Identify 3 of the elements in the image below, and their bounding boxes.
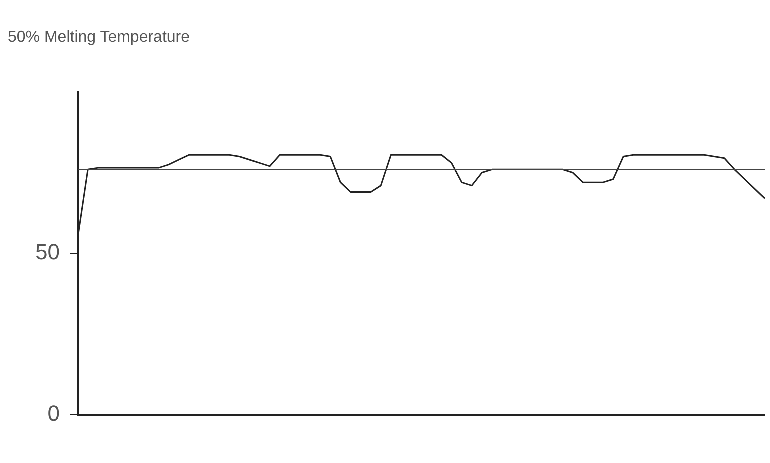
chart-title: 50% Melting Temperature xyxy=(8,29,190,46)
y-tick-label: 50 xyxy=(36,240,60,265)
y-tick-label: 0 xyxy=(48,401,60,426)
